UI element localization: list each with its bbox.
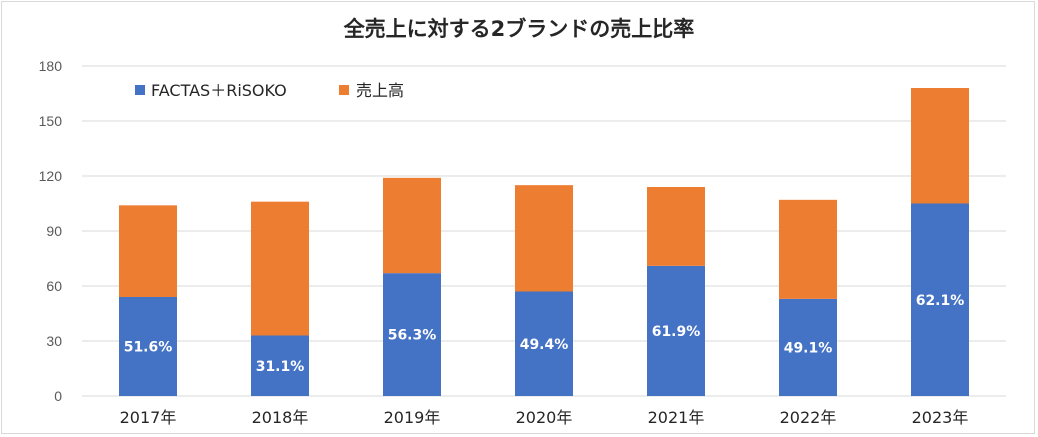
data-label: 49.1% xyxy=(784,340,833,356)
y-tick-label: 90 xyxy=(46,223,62,239)
bar-sales-2022年 xyxy=(779,199,837,299)
data-label: 51.6% xyxy=(124,340,173,356)
x-tick-label: 2021年 xyxy=(648,408,705,427)
data-label: 56.3% xyxy=(388,328,437,344)
legend-label-factas-risoko: FACTAS＋RiSOKO xyxy=(151,81,287,100)
bars xyxy=(119,88,969,396)
data-labels: 51.6% 31.1% 56.3% 49.4% 61.9% 49.1% 62.1% xyxy=(124,293,965,375)
x-tick-label: 2022年 xyxy=(780,408,837,427)
y-axis-ticks: 0 30 60 90 120 150 180 xyxy=(39,58,63,404)
bar-factas-risoko-2020年 xyxy=(515,291,573,396)
x-tick-label: 2019年 xyxy=(384,408,441,427)
bar-factas-risoko-2019年 xyxy=(383,273,441,396)
legend-label-sales: 売上高 xyxy=(356,81,404,100)
y-tick-label: 30 xyxy=(46,333,62,349)
bar-sales-2019年 xyxy=(383,177,441,274)
x-axis-ticks: 2017年 2018年 2019年 2020年 2021年 2022年 2023年 xyxy=(120,408,969,427)
data-label: 62.1% xyxy=(916,293,965,309)
bar-factas-risoko-2018年 xyxy=(251,335,309,396)
y-tick-label: 150 xyxy=(39,113,63,129)
data-label: 31.1% xyxy=(256,359,305,375)
bar-sales-2018年 xyxy=(251,201,309,336)
x-tick-label: 2020年 xyxy=(516,408,573,427)
bar-factas-risoko-2022年 xyxy=(779,298,837,396)
legend: FACTAS＋RiSOKO 売上高 xyxy=(135,81,404,100)
chart-title: 全売上に対する2ブランドの売上比率 xyxy=(343,17,695,41)
y-tick-label: 0 xyxy=(54,388,62,404)
bar-sales-2020年 xyxy=(515,185,573,292)
data-label: 49.4% xyxy=(520,337,569,353)
x-tick-label: 2023年 xyxy=(912,408,969,427)
legend-swatch-factas-risoko xyxy=(135,85,145,95)
bar-sales-2017年 xyxy=(119,205,177,297)
bar-factas-risoko-2021年 xyxy=(647,265,705,396)
bar-factas-risoko-2017年 xyxy=(119,297,177,396)
x-tick-label: 2018年 xyxy=(252,408,309,427)
y-tick-label: 60 xyxy=(46,278,62,294)
bar-factas-risoko-2023年 xyxy=(911,203,969,396)
y-tick-label: 180 xyxy=(39,58,63,74)
bar-sales-2023年 xyxy=(911,88,969,204)
x-tick-label: 2017年 xyxy=(120,408,177,427)
y-tick-label: 120 xyxy=(39,168,63,184)
bar-sales-2021年 xyxy=(647,187,705,266)
legend-swatch-sales xyxy=(339,85,349,95)
data-label: 61.9% xyxy=(652,324,701,340)
